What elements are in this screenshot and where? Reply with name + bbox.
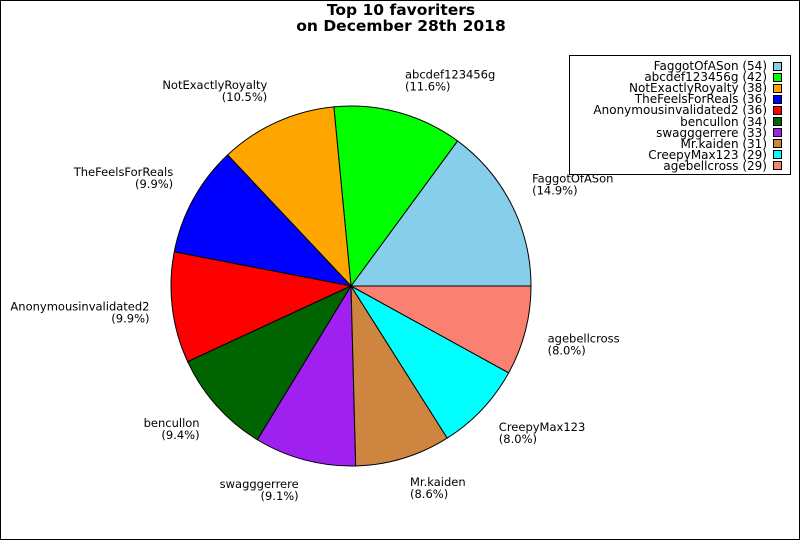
legend-label: Mr.kaiden (31) (680, 136, 767, 151)
slice-label-3: NotExactlyRoyalty (10.5%) (162, 78, 267, 104)
legend-swatch (773, 150, 782, 160)
chart-legend: FaggotOfASon (54) abcdef123456g (42) NotEx… (569, 55, 791, 175)
legend-swatch (773, 161, 782, 171)
legend-swatch (773, 61, 782, 71)
legend-label: NotExactlyRoyalty (38) (629, 81, 767, 96)
pie-slice-9 (350, 285, 510, 439)
chart-subtitle: on December 28th 2018 (296, 17, 506, 35)
slice-label-8: Mr.kaiden (8.6%) (410, 475, 466, 501)
legend-label: swagggerrere (33) (656, 125, 767, 140)
slice-label-10: agebellcross (8.0%) (548, 332, 620, 358)
slice-name-label: agebellcross (548, 332, 620, 346)
slice-percent-label: (14.9%) (532, 183, 578, 197)
slice-percent-label: (8.0%) (548, 344, 586, 358)
slice-percent-label: (8.6%) (410, 487, 448, 501)
slice-name-label: TheFeelsForReals (73, 165, 173, 179)
slice-percent-label: (8.0%) (499, 432, 537, 446)
legend-item: TheFeelsForReals (36) (635, 93, 782, 105)
pie-slice-7 (256, 284, 357, 467)
slice-label-6: bencullon (9.4%) (144, 416, 200, 442)
pie-slice-3 (226, 106, 352, 288)
slice-percent-label: (10.5%) (222, 90, 268, 104)
legend-item: abcdef123456g (42) (644, 71, 782, 83)
slice-name-label: CreepyMax123 (499, 420, 586, 434)
slice-name-label: Anonymousinvalidated2 (10, 300, 149, 314)
legend-label: TheFeelsForReals (36) (634, 92, 767, 107)
pie-slice-8 (350, 284, 448, 467)
legend-item: agebellcross (29) (663, 160, 782, 172)
slice-percent-label: (9.4%) (161, 428, 199, 442)
slice-percent-label: (9.9%) (111, 312, 149, 326)
legend-item: bencullon (34) (680, 116, 782, 128)
legend-swatch (773, 128, 782, 138)
legend-item: Anonymousinvalidated2 (36) (593, 104, 782, 116)
pie-slice-6 (187, 284, 353, 441)
legend-item: swagggerrere (33) (656, 127, 782, 139)
legend-item: CreepyMax123 (29) (648, 149, 782, 161)
legend-item: FaggotOfASon (54) (654, 60, 782, 72)
chart-title-block: Top 10 favoriters on December 28th 2018 (1, 2, 800, 34)
slice-percent-label: (9.1%) (260, 489, 298, 503)
slice-name-label: bencullon (144, 416, 200, 430)
legend-swatch (773, 94, 782, 104)
legend-swatch (773, 139, 782, 149)
legend-item: Mr.kaiden (31) (681, 138, 782, 150)
slice-label-4: TheFeelsForReals (9.9%) (73, 165, 173, 191)
slice-label-5: Anonymousinvalidated2 (9.9%) (10, 300, 149, 326)
slice-name-label: abcdef123456g (405, 67, 495, 81)
pie-slice-1 (350, 140, 532, 287)
slice-percent-label: (9.9%) (135, 177, 173, 191)
pie-slice-4 (173, 154, 353, 287)
slice-name-label: Mr.kaiden (410, 475, 466, 489)
slice-label-1: FaggotOfASon (14.9%) (532, 171, 613, 197)
pie-slice-5 (170, 251, 353, 363)
legend-swatch (773, 105, 782, 115)
legend-label: CreepyMax123 (29) (648, 147, 767, 162)
legend-label: bencullon (34) (680, 114, 767, 129)
slice-label-2: abcdef123456g (11.6%) (405, 67, 495, 93)
slice-label-9: CreepyMax123 (8.0%) (499, 420, 586, 446)
legend-label: Anonymousinvalidated2 (36) (593, 103, 767, 118)
slice-percent-label: (11.6%) (405, 79, 451, 93)
slice-label-7: swagggerrere (9.1%) (220, 477, 299, 503)
legend-label: FaggotOfASon (54) (653, 59, 767, 73)
slice-name-label: NotExactlyRoyalty (162, 78, 267, 92)
pie-slice-2 (333, 105, 459, 288)
legend-swatch (773, 83, 782, 93)
legend-label: abcdef123456g (42) (644, 70, 767, 85)
chart-title: Top 10 favoriters (326, 1, 476, 19)
slice-name-label: swagggerrere (220, 477, 299, 491)
legend-swatch (773, 117, 782, 126)
legend-swatch (773, 72, 782, 82)
legend-label: agebellcross (29) (663, 158, 767, 173)
legend-item: NotExactlyRoyalty (38) (629, 82, 782, 94)
pie-slice-10 (350, 285, 532, 374)
